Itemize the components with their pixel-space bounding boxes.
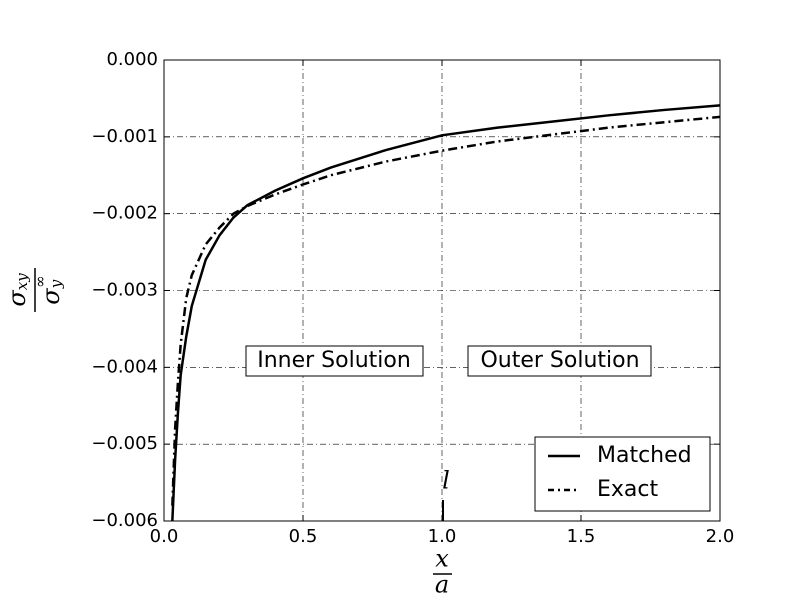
y-label-numerator: σxy xyxy=(3,273,32,307)
y-label-part: xy xyxy=(13,273,31,290)
legend: Matched Exact xyxy=(534,436,711,512)
y-label-part: y xyxy=(47,279,65,289)
legend-label: Matched xyxy=(597,443,692,468)
y-label-part: σ xyxy=(37,288,65,305)
annotation: Inner Solution xyxy=(257,348,411,373)
y-tick-label: −0.006 xyxy=(91,510,158,531)
x-label-numerator: x xyxy=(435,545,449,573)
y-label-part: σ xyxy=(3,290,31,307)
y-tick-label: −0.001 xyxy=(91,126,158,147)
annotation-l: l xyxy=(442,467,450,495)
legend-label: Exact xyxy=(597,477,658,502)
y-tick-label: −0.004 xyxy=(91,356,158,377)
y-tick-label: 0.000 xyxy=(106,49,158,70)
annotation-box xyxy=(245,345,424,377)
y-label-part: ∞ xyxy=(31,275,49,288)
legend-box xyxy=(534,436,711,512)
x-tick-label: 0.0 xyxy=(150,526,179,547)
x-tick-label: 1.5 xyxy=(567,526,596,547)
annotation-box xyxy=(467,345,652,377)
annotation: Outer Solution xyxy=(480,348,639,373)
x-axis-label: x a xyxy=(433,545,452,599)
x-tick-label: 0.5 xyxy=(289,526,318,547)
marks xyxy=(171,104,721,522)
y-tick-label: −0.002 xyxy=(91,203,158,224)
x-tick-label: 2.0 xyxy=(706,526,735,547)
y-tick-label: −0.003 xyxy=(91,280,158,301)
line-series xyxy=(171,115,721,506)
x-tick-label: 1.0 xyxy=(428,526,457,547)
y-label-denominator: σy∞ xyxy=(31,275,65,304)
y-tick-label: −0.005 xyxy=(91,433,158,454)
x-label-denominator: a xyxy=(435,571,449,599)
line-series xyxy=(171,104,721,522)
y-axis-label: σxy σy∞ xyxy=(3,268,65,312)
